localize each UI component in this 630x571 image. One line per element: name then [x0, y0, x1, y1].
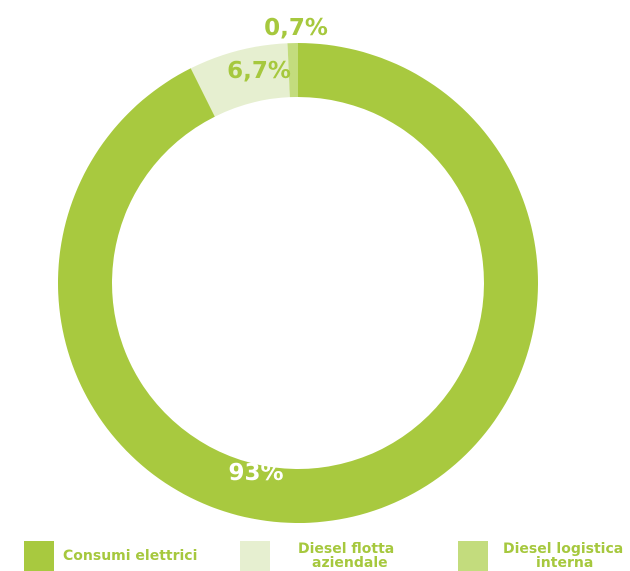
- slice-consumi-elettrici: [58, 43, 539, 524]
- slice-diesel-flotta-aziendale: [190, 43, 290, 117]
- data-label-diesel-logistica-interna: 0,7%: [264, 15, 328, 41]
- slice-diesel-logistica-interna: [287, 43, 298, 98]
- legend: Consumi elettrici Diesel flotta aziendal…: [0, 538, 630, 571]
- legend-label-diesel-logistica-line1: Diesel logistica: [503, 541, 624, 557]
- legend-label-diesel-flotta-line2: aziendale: [312, 555, 388, 571]
- legend-swatch-consumi-elettrici: [24, 541, 54, 571]
- donut-slices: [58, 43, 539, 524]
- legend-swatch-diesel-logistica: [458, 541, 488, 571]
- legend-label-diesel-logistica-line2: interna: [536, 555, 594, 571]
- data-labels: 93% 6,7% 0,7%: [227, 15, 328, 486]
- legend-swatch-diesel-flotta: [240, 541, 270, 571]
- legend-label-consumi-elettrici: Consumi elettrici: [63, 548, 198, 564]
- legend-label-diesel-flotta-line1: Diesel flotta: [298, 541, 395, 557]
- data-label-consumi-elettrici: 93%: [228, 460, 283, 486]
- data-label-diesel-flotta-aziendale: 6,7%: [227, 58, 291, 84]
